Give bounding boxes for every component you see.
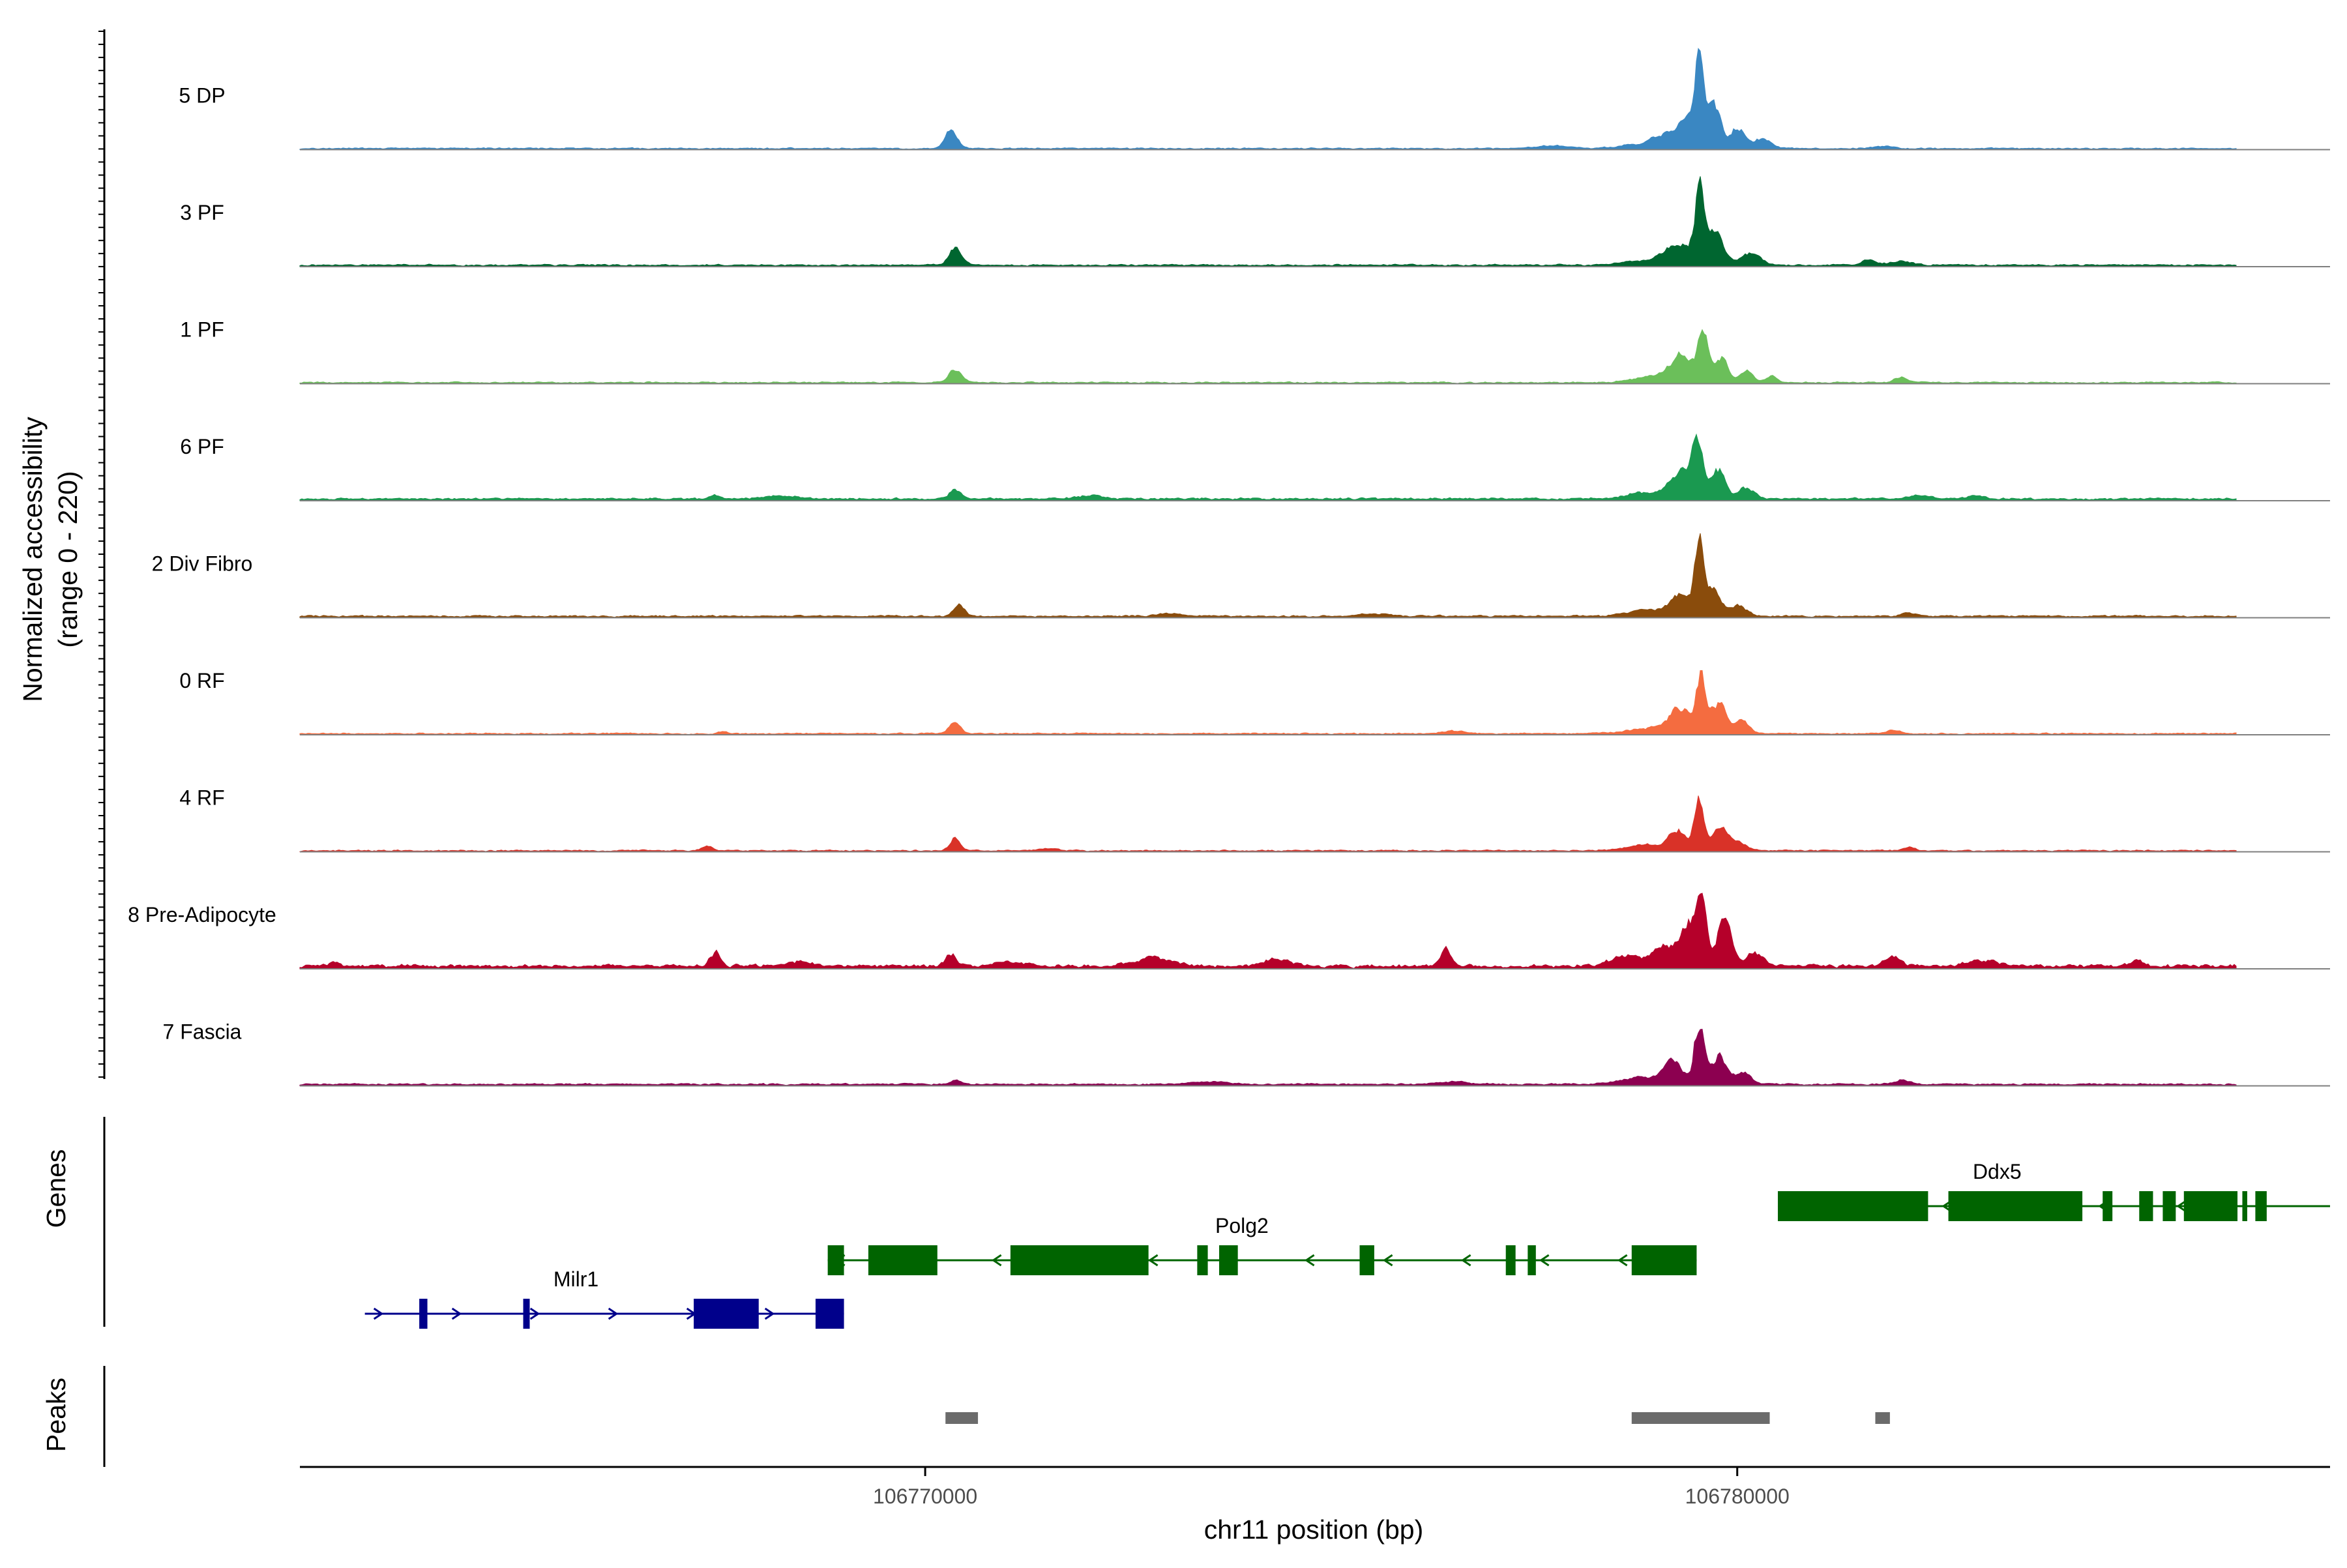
- coverage-area: [299, 48, 2237, 150]
- track-label: 6 PF: [180, 435, 224, 458]
- peak-bar: [1631, 1412, 1770, 1424]
- gene-ddx5: Ddx5: [1777, 1160, 2330, 1221]
- genes-track-label: Genes: [41, 1149, 71, 1228]
- exon: [419, 1299, 428, 1329]
- coverage-area: [299, 795, 2237, 852]
- strand-arrow-icon: [373, 1307, 384, 1320]
- exon: [2255, 1191, 2267, 1221]
- track-label: 4 RF: [179, 786, 224, 810]
- axes: chr11 position (bp) Normalized accessibi…: [18, 29, 2330, 1545]
- track-0-rf: 0 RF: [179, 669, 2330, 735]
- strand-arrow-icon: [1539, 1254, 1550, 1267]
- exon: [2103, 1191, 2113, 1221]
- track-label: 5 DP: [179, 84, 225, 108]
- exon: [2242, 1191, 2247, 1221]
- strand-arrow-icon: [1147, 1254, 1159, 1267]
- gene-milr1: Milr1: [364, 1267, 844, 1329]
- exon: [2139, 1191, 2153, 1221]
- coverage-area: [299, 1028, 2237, 1086]
- track-6-pf: 6 PF: [180, 433, 2330, 501]
- gene-label: Ddx5: [1973, 1160, 2022, 1183]
- peak-bar: [945, 1412, 979, 1424]
- peak-track: [103, 1366, 1890, 1467]
- strand-arrow-icon: [2176, 1200, 2187, 1213]
- strand-arrow-icon: [451, 1307, 462, 1320]
- track-label: 8 Pre-Adipocyte: [128, 903, 276, 926]
- exon: [1219, 1245, 1238, 1275]
- exon: [1359, 1245, 1374, 1275]
- y-axis-sublabel: (range 0 - 220): [53, 471, 83, 647]
- exon: [1197, 1245, 1208, 1275]
- strand-arrow-icon: [529, 1307, 540, 1320]
- track-7-fascia: 7 Fascia: [163, 1020, 2330, 1087]
- x-tick-label: 106780000: [1685, 1485, 1790, 1508]
- track-label: 1 PF: [180, 318, 224, 342]
- gene-polg2: Polg2: [827, 1214, 1697, 1275]
- peak-bar: [1875, 1412, 1890, 1424]
- track-label: 0 RF: [179, 669, 224, 692]
- exon: [1528, 1245, 1536, 1275]
- x-axis-label: chr11 position (bp): [1204, 1515, 1424, 1545]
- track-4-rf: 4 RF: [179, 786, 2330, 853]
- track-label: 7 Fascia: [163, 1020, 242, 1044]
- exon: [523, 1299, 530, 1329]
- exon: [1505, 1245, 1516, 1275]
- track-label: 3 PF: [180, 201, 224, 224]
- exon: [815, 1299, 844, 1329]
- exon: [1631, 1245, 1697, 1275]
- strand-arrow-icon: [608, 1307, 619, 1320]
- strand-arrow-icon: [1382, 1254, 1393, 1267]
- exon: [1777, 1191, 1928, 1221]
- exon: [1010, 1245, 1149, 1275]
- coverage-tracks: 5 DP 3 PF 1 PF 6 PF 2 Div Fibro 0 RF 4 RF 8 Pre…: [128, 48, 2330, 1087]
- y-axis-label: Normalized accessibility: [18, 417, 48, 702]
- gene-label: Milr1: [554, 1267, 598, 1291]
- track-8-pre-adipocyte: 8 Pre-Adipocyte: [128, 893, 2330, 969]
- peaks-track-label: Peaks: [41, 1378, 71, 1452]
- strand-arrow-icon: [764, 1307, 775, 1320]
- exon: [694, 1299, 759, 1329]
- coverage-area: [299, 433, 2237, 501]
- exon: [1948, 1191, 2083, 1221]
- coverage-area: [299, 670, 2237, 735]
- strand-arrow-icon: [1304, 1254, 1315, 1267]
- track-5-dp: 5 DP: [179, 48, 2330, 151]
- exon: [868, 1245, 937, 1275]
- gene-label: Polg2: [1215, 1214, 1269, 1237]
- track-label: 2 Div Fibro: [152, 552, 253, 576]
- track-2-div-fibro: 2 Div Fibro: [152, 533, 2330, 619]
- coverage-area: [299, 893, 2237, 969]
- track-1-pf: 1 PF: [180, 318, 2330, 385]
- strand-arrow-icon: [991, 1254, 1002, 1267]
- strand-arrow-icon: [1617, 1254, 1628, 1267]
- coverage-area: [299, 329, 2237, 384]
- coverage-area: [299, 533, 2237, 618]
- strand-arrow-icon: [1460, 1254, 1471, 1267]
- gene-track: Milr1 Polg2 Ddx5: [103, 1117, 2330, 1329]
- exon: [2162, 1191, 2176, 1221]
- x-tick-label: 106770000: [873, 1485, 977, 1508]
- exon: [827, 1245, 844, 1275]
- exon: [2183, 1191, 2238, 1221]
- coverage-area: [299, 176, 2237, 267]
- track-3-pf: 3 PF: [180, 176, 2330, 267]
